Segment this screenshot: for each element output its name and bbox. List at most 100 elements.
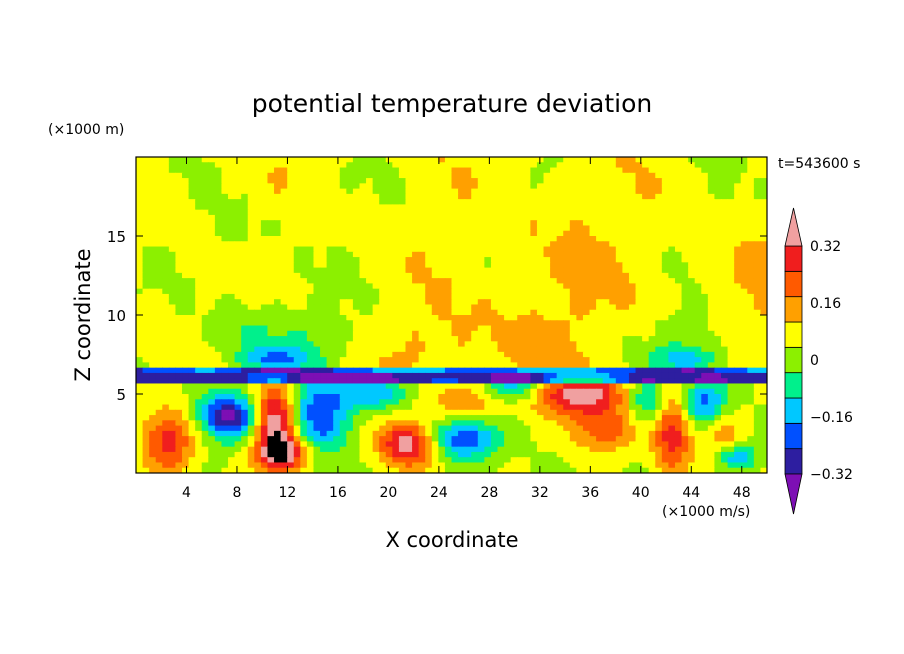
field-cell <box>254 315 262 321</box>
field-cell <box>674 293 683 300</box>
field-cell <box>642 336 650 342</box>
field-cell <box>720 246 729 253</box>
field-cell <box>490 330 499 337</box>
field-cell <box>477 157 485 163</box>
field-cell <box>517 204 525 211</box>
field-cell <box>602 199 610 205</box>
field-cell <box>254 241 262 248</box>
field-cell <box>648 251 656 258</box>
field-cell <box>694 178 702 184</box>
field-cell <box>287 241 295 248</box>
field-cell <box>300 283 308 290</box>
field-cell <box>280 288 288 295</box>
field-cell <box>352 341 361 348</box>
field-cell <box>760 209 767 216</box>
field-cell <box>490 157 499 163</box>
field-cell <box>720 304 729 311</box>
field-cell <box>392 236 400 242</box>
field-cell <box>655 367 663 374</box>
field-cell <box>418 304 426 311</box>
field-cell <box>609 172 617 179</box>
field-cell <box>668 267 676 274</box>
field-cell <box>530 420 538 427</box>
field-cell <box>195 346 203 353</box>
field-cell <box>681 257 689 263</box>
field-cell <box>740 315 748 321</box>
field-cell <box>563 388 571 395</box>
field-cell <box>241 383 249 390</box>
field-cell <box>464 167 472 174</box>
field-cell <box>523 267 531 274</box>
field-cell <box>313 257 321 263</box>
field-cell <box>247 351 255 358</box>
field-cell <box>484 409 492 416</box>
field-cell <box>214 425 223 432</box>
field-cell <box>589 404 597 411</box>
field-cell <box>366 320 374 327</box>
field-cell <box>385 278 393 284</box>
field-cell <box>444 157 453 163</box>
field-cell <box>168 409 177 416</box>
field-cell <box>622 199 630 205</box>
field-cell <box>346 220 354 227</box>
field-cell <box>306 315 315 321</box>
field-cell <box>688 162 696 169</box>
field-cell <box>661 420 669 427</box>
field-cell <box>517 214 525 221</box>
field-cell <box>234 220 242 227</box>
field-cell <box>707 304 716 311</box>
field-cell <box>458 367 466 374</box>
field-cell <box>339 209 347 216</box>
field-cell <box>727 330 735 337</box>
field-cell <box>155 204 163 211</box>
field-cell <box>635 372 643 379</box>
field-cell <box>615 236 623 242</box>
field-cell <box>688 362 696 369</box>
field-cell <box>398 214 407 221</box>
field-cell <box>720 278 729 284</box>
field-cell <box>582 388 591 395</box>
field-cell <box>431 183 439 190</box>
field-cell <box>313 246 321 253</box>
field-cell <box>523 172 531 179</box>
field-cell <box>576 351 584 358</box>
field-cell <box>760 341 767 348</box>
field-cell <box>668 278 676 284</box>
field-cell <box>484 309 492 316</box>
field-cell <box>714 251 722 258</box>
field-cell <box>379 188 387 195</box>
field-cell <box>366 404 374 411</box>
field-cell <box>740 378 748 385</box>
field-cell <box>490 404 499 411</box>
field-cell <box>602 415 610 421</box>
field-cell <box>188 346 196 353</box>
field-cell <box>661 315 669 321</box>
field-cell <box>300 251 308 258</box>
field-cell <box>635 178 643 184</box>
field-cell <box>379 267 387 274</box>
field-cell <box>214 225 223 232</box>
field-cell <box>425 178 433 184</box>
field-cell <box>412 278 420 284</box>
field-cell <box>523 394 531 400</box>
field-cell <box>714 346 722 353</box>
field-cell <box>674 172 683 179</box>
field-cell <box>523 236 531 242</box>
field-cell <box>523 336 531 342</box>
field-cell <box>674 283 683 290</box>
field-cell <box>287 341 295 348</box>
field-cell <box>464 404 472 411</box>
field-cell <box>366 214 374 221</box>
field-cell <box>438 420 446 427</box>
field-cell <box>609 267 617 274</box>
field-cell <box>569 157 577 163</box>
field-cell <box>149 341 157 348</box>
field-cell <box>753 172 762 179</box>
field-cell <box>247 299 255 306</box>
field-cell <box>168 272 177 279</box>
field-cell <box>681 220 689 227</box>
field-cell <box>352 193 361 200</box>
field-cell <box>642 257 650 263</box>
field-cell <box>398 304 407 311</box>
field-cell <box>543 388 551 395</box>
